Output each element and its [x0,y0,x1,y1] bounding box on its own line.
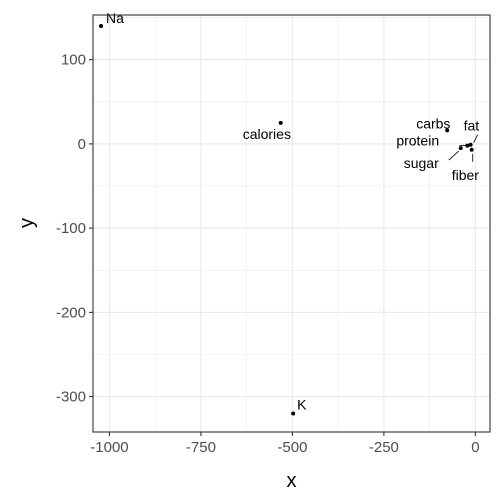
label-sugar: sugar [404,155,439,171]
label-fiber: fiber [452,167,480,183]
x-tick-label: -1000 [90,439,128,456]
x-tick-label: -750 [186,439,216,456]
leader-sugar [448,150,459,161]
point-na [99,23,104,28]
x-tick-label: 0 [471,439,479,456]
label-calories: calories [243,126,291,142]
major-gridlines [93,15,490,432]
point-labels: Na calories carbs fat protein sugar fiber K [106,10,479,413]
x-axis-ticks: -1000 -750 -500 -250 0 [90,432,480,456]
label-na: Na [106,10,124,26]
point-carbs [445,128,450,133]
x-axis-title: x [287,470,297,492]
label-carbs: carbs [416,115,450,131]
y-axis-title: y [16,218,38,228]
x-tick-label: -250 [369,439,399,456]
label-k: K [297,396,307,412]
point-sugar [458,146,463,151]
plot-panel [93,15,490,432]
point-calories [278,120,283,125]
plot-border [92,14,491,433]
y-tick-label: 100 [61,52,86,69]
y-tick-label: -200 [56,304,86,321]
y-axis-ticks: 100 0 -100 -200 -300 [56,52,93,406]
point-k [291,411,296,416]
point-protein [465,143,470,148]
minor-gridlines [93,15,490,432]
leader-fat [473,134,478,143]
label-fat: fat [464,118,480,134]
y-tick-label: -100 [56,220,86,237]
point-fiber [469,147,474,152]
y-tick-label: 0 [78,136,86,153]
label-protein: protein [396,133,439,149]
data-points [99,23,474,416]
point-fat [468,142,473,147]
x-tick-label: -500 [277,439,307,456]
y-tick-label: -300 [56,389,86,406]
